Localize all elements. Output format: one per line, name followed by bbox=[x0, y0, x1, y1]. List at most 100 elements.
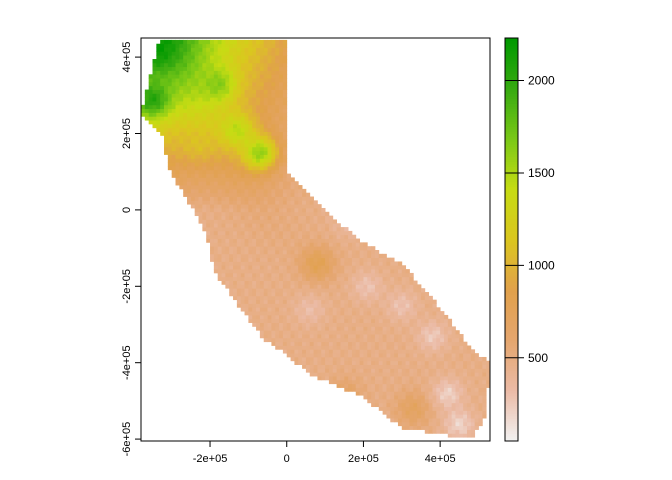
raster-cell bbox=[213, 207, 219, 213]
raster-cell bbox=[466, 410, 472, 415]
raster-cell bbox=[371, 250, 376, 255]
raster-cell bbox=[359, 349, 364, 354]
raster-cell bbox=[267, 112, 272, 117]
raster-cell bbox=[213, 135, 219, 140]
raster-cell bbox=[252, 70, 257, 75]
raster-cell bbox=[279, 230, 284, 236]
raster-cell bbox=[440, 379, 445, 385]
raster-cell bbox=[325, 337, 330, 343]
raster-cell bbox=[309, 242, 314, 247]
raster-cell bbox=[390, 330, 395, 335]
raster-cell bbox=[279, 112, 284, 117]
raster-cell bbox=[394, 353, 399, 358]
raster-cell bbox=[252, 322, 257, 327]
raster-cell bbox=[240, 43, 245, 48]
raster-cell bbox=[432, 429, 437, 434]
raster-cell bbox=[259, 215, 265, 220]
raster-cell bbox=[344, 288, 349, 293]
raster-cell bbox=[240, 269, 245, 274]
raster-cell bbox=[313, 284, 318, 289]
raster-cell bbox=[355, 383, 361, 388]
raster-cell bbox=[336, 234, 341, 239]
colorbar-segment bbox=[505, 252, 518, 256]
raster-cell bbox=[202, 188, 207, 194]
raster-cell bbox=[340, 322, 345, 327]
raster-cell bbox=[298, 204, 303, 209]
raster-cell bbox=[275, 39, 280, 45]
raster-cell bbox=[275, 181, 280, 186]
raster-cell bbox=[455, 368, 460, 373]
raster-cell bbox=[263, 131, 268, 136]
raster-cell bbox=[363, 379, 368, 385]
raster-cell bbox=[443, 414, 449, 419]
raster-cell bbox=[221, 227, 226, 232]
colorbar-segment bbox=[505, 355, 518, 359]
raster-cell bbox=[432, 376, 437, 381]
raster-cell bbox=[302, 349, 307, 354]
raster-cell bbox=[221, 200, 226, 205]
raster-cell bbox=[317, 314, 322, 320]
raster-cell bbox=[244, 181, 249, 186]
raster-cell bbox=[221, 139, 226, 144]
raster-cell bbox=[298, 207, 303, 213]
raster-cell bbox=[206, 158, 211, 163]
raster-cell bbox=[298, 349, 303, 354]
raster-cell bbox=[164, 120, 169, 125]
raster-cell bbox=[371, 295, 376, 301]
raster-cell bbox=[240, 177, 245, 182]
raster-cell bbox=[390, 376, 395, 381]
raster-cell bbox=[336, 383, 341, 388]
raster-cell bbox=[466, 368, 472, 373]
raster-cell bbox=[474, 353, 479, 358]
raster-cell bbox=[202, 59, 207, 64]
raster-cell bbox=[256, 62, 261, 68]
raster-cell bbox=[447, 391, 453, 396]
raster-cell bbox=[259, 219, 265, 224]
raster-cell bbox=[267, 89, 272, 94]
raster-cell bbox=[248, 89, 253, 94]
raster-cell bbox=[236, 227, 242, 232]
raster-cell bbox=[309, 250, 314, 255]
raster-cell bbox=[428, 356, 433, 362]
raster-cell bbox=[302, 188, 307, 194]
raster-cell bbox=[286, 192, 291, 197]
raster-cell bbox=[210, 112, 215, 117]
raster-cell bbox=[294, 353, 299, 358]
raster-cell bbox=[409, 276, 414, 281]
raster-cell bbox=[259, 265, 265, 270]
raster-cell bbox=[436, 330, 441, 335]
raster-cell bbox=[440, 391, 445, 396]
x-tick-label: 2e+05 bbox=[348, 453, 379, 465]
raster-cell bbox=[321, 219, 326, 224]
raster-cell bbox=[179, 101, 184, 106]
raster-cell bbox=[229, 276, 234, 281]
raster-cell bbox=[213, 230, 219, 236]
raster-cell bbox=[290, 272, 295, 278]
raster-cell bbox=[474, 410, 479, 415]
raster-cell bbox=[233, 112, 238, 117]
raster-cell bbox=[167, 104, 173, 110]
raster-cell bbox=[286, 284, 291, 289]
raster-cell bbox=[256, 66, 261, 71]
raster-cell bbox=[236, 62, 242, 68]
raster-cell bbox=[436, 337, 441, 343]
raster-cell bbox=[213, 123, 219, 129]
raster-cell bbox=[233, 211, 238, 217]
raster-cell bbox=[340, 280, 345, 285]
raster-cell bbox=[340, 303, 345, 308]
raster-cell bbox=[286, 341, 291, 346]
raster-cell bbox=[459, 341, 464, 346]
raster-cell bbox=[225, 173, 230, 178]
raster-cell bbox=[401, 269, 407, 274]
raster-cell bbox=[275, 59, 280, 64]
raster-cell bbox=[259, 139, 265, 144]
raster-cell bbox=[351, 322, 357, 327]
raster-cell bbox=[328, 238, 334, 243]
raster-cell bbox=[275, 173, 280, 178]
raster-cell bbox=[244, 173, 249, 178]
raster-cell bbox=[256, 284, 261, 289]
raster-cell bbox=[190, 93, 196, 98]
raster-cell bbox=[374, 364, 380, 369]
raster-cell bbox=[225, 135, 230, 140]
raster-cell bbox=[294, 334, 299, 339]
